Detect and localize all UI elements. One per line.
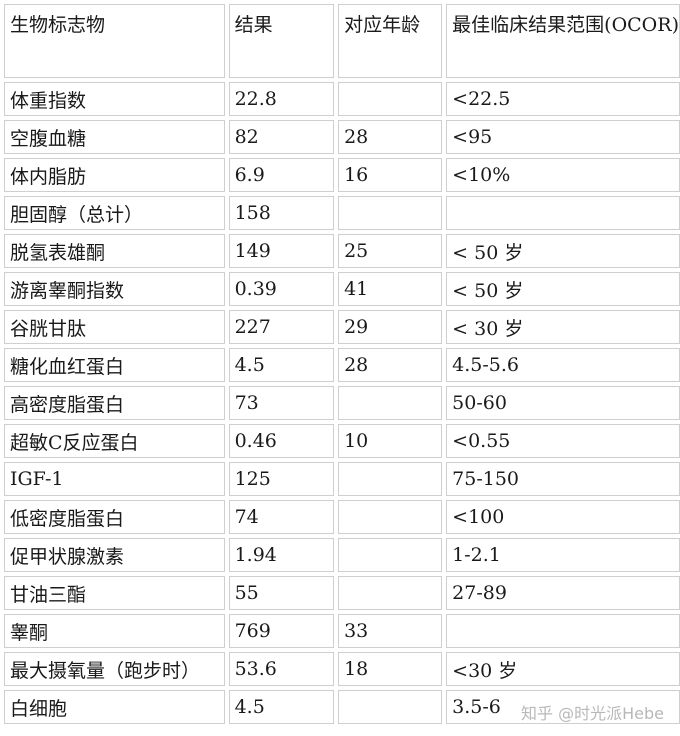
cell-result: 125	[228, 462, 335, 496]
cell-result: 82	[228, 120, 335, 154]
cell-age: 41	[338, 272, 443, 306]
cell-biomarker: 甘油三酯	[4, 576, 225, 610]
header-ocor: 最佳临床结果范围(OCOR)	[446, 4, 680, 78]
cell-result: 227	[228, 310, 335, 344]
table-row: 胆固醇（总计） 158	[4, 196, 680, 230]
cell-biomarker: 谷胱甘肽	[4, 310, 225, 344]
cell-ocor: 75-150	[446, 462, 680, 496]
table-row: 空腹血糖 82 28 <95	[4, 120, 680, 154]
cell-biomarker: 促甲状腺激素	[4, 538, 225, 572]
table-row: 睾酮 769 33	[4, 614, 680, 648]
cell-biomarker: 超敏C反应蛋白	[4, 424, 225, 458]
cell-age	[338, 690, 443, 724]
cell-result: 149	[228, 234, 335, 268]
cell-result: 769	[228, 614, 335, 648]
header-biomarker: 生物标志物	[4, 4, 225, 78]
cell-ocor: 3.5-6	[446, 690, 680, 724]
table-row: 游离睾酮指数 0.39 41 < 50 岁	[4, 272, 680, 306]
cell-age	[338, 462, 443, 496]
cell-ocor: <95	[446, 120, 680, 154]
cell-ocor: 27-89	[446, 576, 680, 610]
table-row: 促甲状腺激素 1.94 1-2.1	[4, 538, 680, 572]
cell-biomarker: 白细胞	[4, 690, 225, 724]
cell-result: 1.94	[228, 538, 335, 572]
cell-result: 55	[228, 576, 335, 610]
cell-biomarker: 低密度脂蛋白	[4, 500, 225, 534]
cell-result: 0.46	[228, 424, 335, 458]
cell-age	[338, 538, 443, 572]
cell-ocor: 50-60	[446, 386, 680, 420]
table-row: 最大摄氧量（跑步时） 53.6 18 <30 岁	[4, 652, 680, 686]
cell-age: 18	[338, 652, 443, 686]
cell-age	[338, 576, 443, 610]
cell-ocor	[446, 614, 680, 648]
table-row: IGF-1 125 75-150	[4, 462, 680, 496]
cell-biomarker: 糖化血红蛋白	[4, 348, 225, 382]
cell-ocor: <30 岁	[446, 652, 680, 686]
cell-biomarker: 高密度脂蛋白	[4, 386, 225, 420]
cell-biomarker: 胆固醇（总计）	[4, 196, 225, 230]
cell-ocor: <22.5	[446, 82, 680, 116]
cell-ocor	[446, 196, 680, 230]
cell-result: 158	[228, 196, 335, 230]
table-row: 谷胱甘肽 227 29 < 30 岁	[4, 310, 680, 344]
cell-result: 22.8	[228, 82, 335, 116]
cell-biomarker: 睾酮	[4, 614, 225, 648]
cell-age: 25	[338, 234, 443, 268]
cell-biomarker: 游离睾酮指数	[4, 272, 225, 306]
table-row: 糖化血红蛋白 4.5 28 4.5-5.6	[4, 348, 680, 382]
cell-biomarker: 体内脂肪	[4, 158, 225, 192]
cell-ocor: < 30 岁	[446, 310, 680, 344]
cell-biomarker: 空腹血糖	[4, 120, 225, 154]
cell-result: 6.9	[228, 158, 335, 192]
cell-age: 10	[338, 424, 443, 458]
table-row: 体重指数 22.8 <22.5	[4, 82, 680, 116]
table-row: 甘油三酯 55 27-89	[4, 576, 680, 610]
table-row: 超敏C反应蛋白 0.46 10 <0.55	[4, 424, 680, 458]
table-row: 低密度脂蛋白 74 <100	[4, 500, 680, 534]
cell-result: 4.5	[228, 348, 335, 382]
cell-age: 28	[338, 120, 443, 154]
cell-result: 0.39	[228, 272, 335, 306]
cell-result: 73	[228, 386, 335, 420]
cell-ocor: < 50 岁	[446, 272, 680, 306]
cell-biomarker: 体重指数	[4, 82, 225, 116]
header-result: 结果	[228, 4, 335, 78]
cell-ocor: < 50 岁	[446, 234, 680, 268]
cell-age	[338, 82, 443, 116]
table-row: 高密度脂蛋白 73 50-60	[4, 386, 680, 420]
cell-age	[338, 500, 443, 534]
cell-biomarker: 最大摄氧量（跑步时）	[4, 652, 225, 686]
cell-age	[338, 196, 443, 230]
cell-age	[338, 386, 443, 420]
cell-result: 4.5	[228, 690, 335, 724]
cell-age: 33	[338, 614, 443, 648]
cell-age: 29	[338, 310, 443, 344]
cell-age: 28	[338, 348, 443, 382]
cell-result: 53.6	[228, 652, 335, 686]
cell-ocor: 4.5-5.6	[446, 348, 680, 382]
cell-ocor: <0.55	[446, 424, 680, 458]
cell-ocor: <100	[446, 500, 680, 534]
table-row: 体内脂肪 6.9 16 <10%	[4, 158, 680, 192]
cell-biomarker: 脱氢表雄酮	[4, 234, 225, 268]
header-age: 对应年龄	[338, 4, 443, 78]
table-row: 白细胞 4.5 3.5-6	[4, 690, 680, 724]
biomarker-table-container: 生物标志物 结果 对应年龄 最佳临床结果范围(OCOR) 体重指数 22.8 <22…	[4, 4, 680, 724]
table-row: 脱氢表雄酮 149 25 < 50 岁	[4, 234, 680, 268]
table-header-row: 生物标志物 结果 对应年龄 最佳临床结果范围(OCOR)	[4, 4, 680, 78]
cell-result: 74	[228, 500, 335, 534]
cell-ocor: <10%	[446, 158, 680, 192]
cell-biomarker: IGF-1	[4, 462, 225, 496]
cell-ocor: 1-2.1	[446, 538, 680, 572]
cell-age: 16	[338, 158, 443, 192]
